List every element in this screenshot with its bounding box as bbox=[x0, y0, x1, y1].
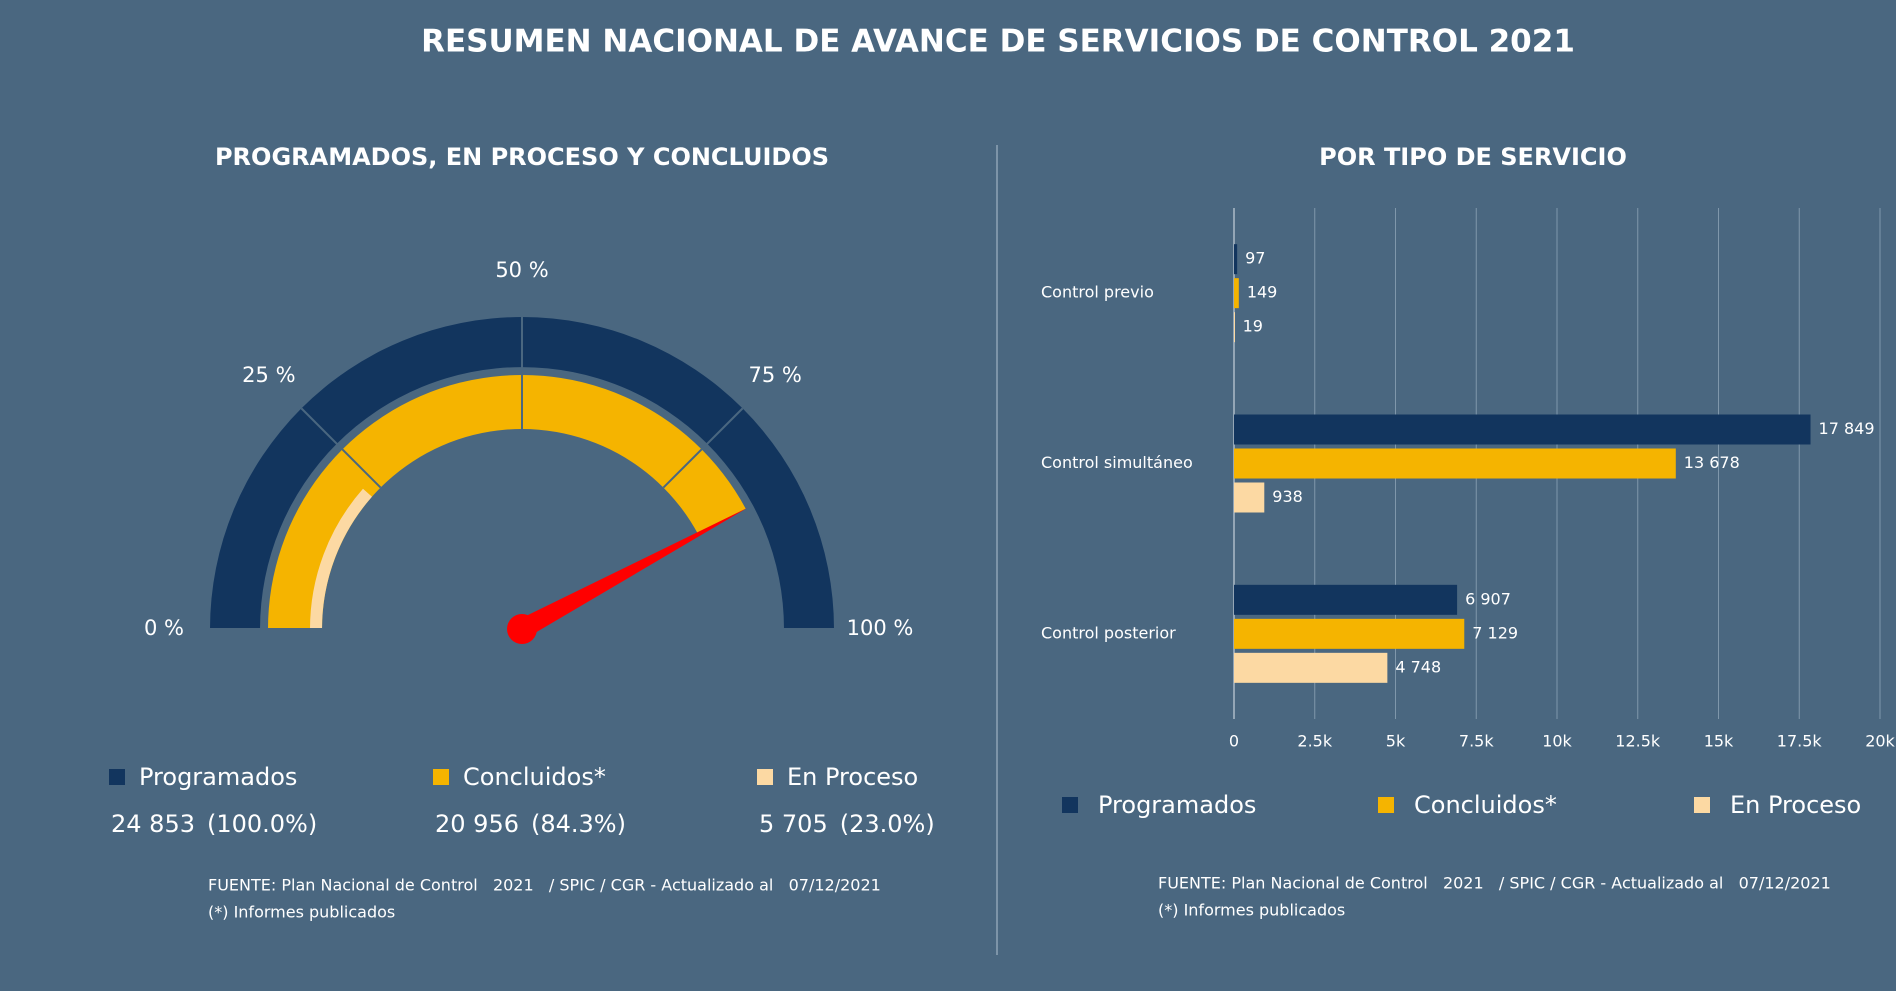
bar-title: POR TIPO DE SERVICIO bbox=[1319, 143, 1627, 171]
x-tick-label: 7.5k bbox=[1459, 732, 1494, 751]
gauge-tick-label: 0 % bbox=[144, 616, 184, 640]
legend-label: Programados bbox=[1098, 791, 1256, 819]
legend-percent: (100.0%) bbox=[207, 810, 317, 838]
legend-swatch bbox=[1378, 797, 1394, 813]
legend-label: Concluidos* bbox=[463, 763, 606, 791]
x-tick-label: 12.5k bbox=[1615, 732, 1661, 751]
legend-value: 20 956 bbox=[435, 810, 519, 838]
legend-swatch bbox=[1062, 797, 1078, 813]
legend-value: 24 853 bbox=[111, 810, 195, 838]
bar bbox=[1234, 584, 1458, 615]
legend-swatch bbox=[109, 769, 125, 785]
note: (*) Informes publicados bbox=[1158, 901, 1345, 920]
gauge-tick-label: 25 % bbox=[242, 363, 295, 387]
bar-value-label: 13 678 bbox=[1684, 453, 1740, 472]
bar bbox=[1234, 244, 1238, 275]
x-tick-label: 2.5k bbox=[1297, 732, 1332, 751]
gauge-tick bbox=[662, 407, 744, 489]
bar-value-label: 17 849 bbox=[1819, 419, 1875, 438]
legend-percent: (84.3%) bbox=[531, 810, 626, 838]
bar bbox=[1234, 448, 1676, 479]
legend-label: Concluidos* bbox=[1414, 791, 1557, 819]
note: (*) Informes publicados bbox=[208, 903, 395, 922]
bar-value-label: 7 129 bbox=[1472, 623, 1518, 642]
gauge-tick-label: 50 % bbox=[495, 258, 548, 282]
legend-swatch bbox=[433, 769, 449, 785]
legend-label: Programados bbox=[139, 763, 297, 791]
gauge-arc bbox=[310, 488, 372, 629]
gauge-tick-label: 100 % bbox=[847, 616, 914, 640]
legend-value: 5 705 bbox=[759, 810, 828, 838]
bar-value-label: 19 bbox=[1243, 317, 1263, 336]
bar bbox=[1234, 618, 1465, 649]
category-label: Control previo bbox=[1041, 283, 1154, 302]
bar bbox=[1234, 482, 1265, 513]
source: FUENTE: Plan Nacional de Control 2021 / … bbox=[208, 876, 881, 895]
x-tick-label: 10k bbox=[1542, 732, 1572, 751]
x-tick-label: 20k bbox=[1865, 732, 1895, 751]
bar-value-label: 938 bbox=[1272, 487, 1303, 506]
category-label: Control posterior bbox=[1041, 623, 1176, 642]
gauge-tick bbox=[300, 407, 382, 489]
legend-label: En Proceso bbox=[787, 763, 918, 791]
bar-value-label: 6 907 bbox=[1465, 589, 1511, 608]
bar bbox=[1234, 278, 1239, 309]
legend-percent: (23.0%) bbox=[840, 810, 935, 838]
bar-value-label: 97 bbox=[1245, 249, 1265, 268]
bar-value-label: 149 bbox=[1247, 283, 1278, 302]
x-tick-label: 15k bbox=[1704, 732, 1734, 751]
x-tick-label: 17.5k bbox=[1777, 732, 1823, 751]
source: FUENTE: Plan Nacional de Control 2021 / … bbox=[1158, 874, 1831, 893]
needle-hub bbox=[507, 614, 537, 644]
needle bbox=[517, 507, 748, 638]
category-label: Control simultáneo bbox=[1041, 453, 1193, 472]
bar bbox=[1234, 652, 1388, 683]
gauge-tick-label: 75 % bbox=[748, 363, 801, 387]
bar-value-label: 4 748 bbox=[1395, 657, 1441, 676]
x-tick-label: 0 bbox=[1229, 732, 1239, 751]
bar bbox=[1234, 414, 1811, 445]
page-title: RESUMEN NACIONAL DE AVANCE DE SERVICIOS … bbox=[421, 24, 1575, 60]
legend-swatch bbox=[1694, 797, 1710, 813]
gauge-title: PROGRAMADOS, EN PROCESO Y CONCLUIDOS bbox=[215, 143, 829, 171]
legend-swatch bbox=[757, 769, 773, 785]
x-tick-label: 5k bbox=[1386, 732, 1406, 751]
legend-label: En Proceso bbox=[1730, 791, 1861, 819]
gauge-arc bbox=[210, 317, 834, 629]
bar bbox=[1234, 312, 1235, 343]
gauge-arc bbox=[268, 375, 746, 629]
